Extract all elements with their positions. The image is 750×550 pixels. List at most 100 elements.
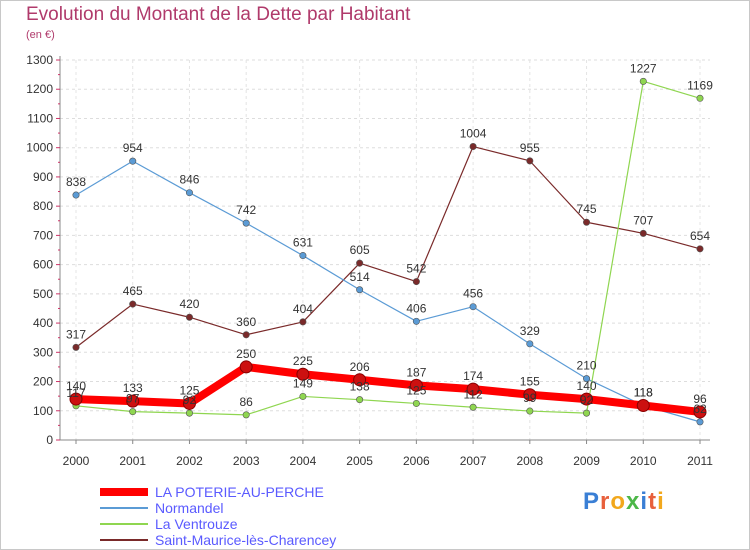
data-point-0 — [353, 373, 367, 387]
data-label-3: 317 — [66, 327, 86, 341]
data-point-1 — [129, 157, 137, 165]
data-label-2: 1169 — [687, 78, 713, 92]
y-tick-label: 800 — [33, 199, 53, 213]
proxiti-logo: Proxiti — [583, 488, 665, 516]
x-tick-label: 2008 — [516, 454, 543, 468]
logo-letter: t — [648, 488, 658, 515]
data-label-3: 654 — [690, 229, 710, 243]
data-label-3: 360 — [236, 315, 256, 329]
data-point-3 — [583, 218, 591, 226]
data-point-0 — [466, 382, 480, 396]
chart-title: Evolution du Montant de la Dette par Hab… — [26, 4, 411, 25]
data-point-0 — [523, 388, 537, 402]
series-line-0 — [72, 362, 704, 416]
data-point-0 — [636, 399, 650, 413]
data-label-1: 846 — [179, 173, 199, 187]
data-point-1 — [469, 303, 477, 311]
data-label-3: 745 — [577, 202, 597, 216]
y-tick-label: 200 — [33, 375, 53, 389]
data-point-2 — [129, 408, 137, 416]
y-tick-label: 600 — [33, 258, 53, 272]
data-point-0 — [296, 367, 310, 381]
data-label-1: 631 — [293, 236, 313, 250]
data-label-1: 329 — [520, 324, 540, 338]
data-label-1: 838 — [66, 175, 86, 189]
data-label-3: 542 — [406, 262, 426, 276]
data-label-2: 92 — [580, 393, 594, 407]
y-tick-label: 1100 — [27, 111, 53, 125]
legend-swatch-saint-maurice — [100, 539, 148, 541]
data-label-2: 92 — [183, 393, 197, 407]
data-point-3 — [356, 259, 364, 267]
data-point-0 — [580, 392, 594, 406]
data-point-3 — [185, 313, 193, 321]
data-point-2 — [356, 396, 364, 404]
data-label-1: 406 — [406, 301, 426, 315]
data-label-3: 420 — [179, 297, 199, 311]
y-tick-label: 900 — [33, 170, 53, 184]
data-point-2 — [526, 407, 534, 415]
logo-letter: x — [626, 488, 641, 515]
data-label-0: 140 — [577, 379, 597, 393]
data-point-3 — [696, 245, 704, 253]
data-label-1: 62 — [693, 402, 707, 416]
x-tick-label: 2003 — [233, 454, 260, 468]
data-point-3 — [412, 278, 420, 286]
data-point-0 — [69, 392, 83, 406]
data-label-0: 187 — [406, 365, 426, 379]
legend-label-normandel: Normandel — [155, 500, 224, 516]
data-point-2 — [185, 409, 193, 417]
data-point-1 — [526, 340, 534, 348]
data-label-2: 97 — [126, 392, 140, 406]
data-label-1: 456 — [463, 287, 483, 301]
data-label-1: 742 — [236, 203, 256, 217]
data-label-0: 96 — [693, 392, 707, 406]
data-point-1 — [412, 317, 420, 325]
x-tick-label: 2004 — [290, 454, 317, 468]
legend-label-saint-maurice: Saint-Maurice-lès-Charencey — [155, 532, 337, 548]
legend-swatch-la-poterie — [100, 488, 148, 496]
data-point-0 — [693, 405, 707, 419]
legend: LA POTERIE-AU-PERCHE Normandel La Ventro… — [100, 484, 460, 548]
x-tick-label: 2005 — [346, 454, 373, 468]
data-label-2: 125 — [406, 383, 426, 397]
data-label-3: 404 — [293, 302, 313, 316]
series-line-2 — [75, 80, 701, 416]
data-label-0: 174 — [463, 369, 483, 383]
data-label-0: 155 — [520, 375, 540, 389]
x-tick-label: 2007 — [460, 454, 487, 468]
data-point-2 — [242, 411, 250, 419]
data-label-0: 250 — [236, 347, 256, 361]
x-tick-label: 2006 — [403, 454, 430, 468]
data-point-2 — [469, 403, 477, 411]
legend-swatch-la-ventrouze — [100, 523, 148, 525]
data-point-0 — [182, 396, 196, 410]
data-point-3 — [129, 300, 137, 308]
data-point-3 — [469, 143, 477, 151]
data-label-3: 465 — [123, 284, 143, 298]
data-point-1 — [242, 219, 250, 227]
data-label-3: 1004 — [460, 127, 487, 141]
x-tick-label: 2002 — [176, 454, 203, 468]
data-label-0: 206 — [350, 360, 370, 374]
legend-item-la-ventrouze: La Ventrouze — [100, 516, 460, 532]
x-tick-label: 2009 — [573, 454, 600, 468]
series-line-3 — [75, 145, 701, 348]
data-point-3 — [242, 331, 250, 339]
data-label-2: 112 — [464, 387, 483, 401]
legend-item-saint-maurice: Saint-Maurice-lès-Charencey — [100, 532, 460, 548]
data-point-3 — [639, 229, 647, 237]
y-tick-label: 700 — [33, 228, 53, 242]
data-label-2: 86 — [240, 395, 254, 409]
y-tick-label: 500 — [33, 287, 53, 301]
logo-letter: r — [600, 488, 611, 515]
data-point-2 — [583, 409, 591, 417]
x-tick-label: 2011 — [687, 454, 713, 468]
legend-label-la-poterie: LA POTERIE-AU-PERCHE — [155, 484, 324, 500]
data-point-2 — [412, 399, 420, 407]
legend-item-normandel: Normandel — [100, 500, 460, 516]
data-point-2 — [696, 94, 704, 102]
data-label-1: 514 — [350, 270, 370, 284]
logo-letter: i — [640, 488, 649, 515]
